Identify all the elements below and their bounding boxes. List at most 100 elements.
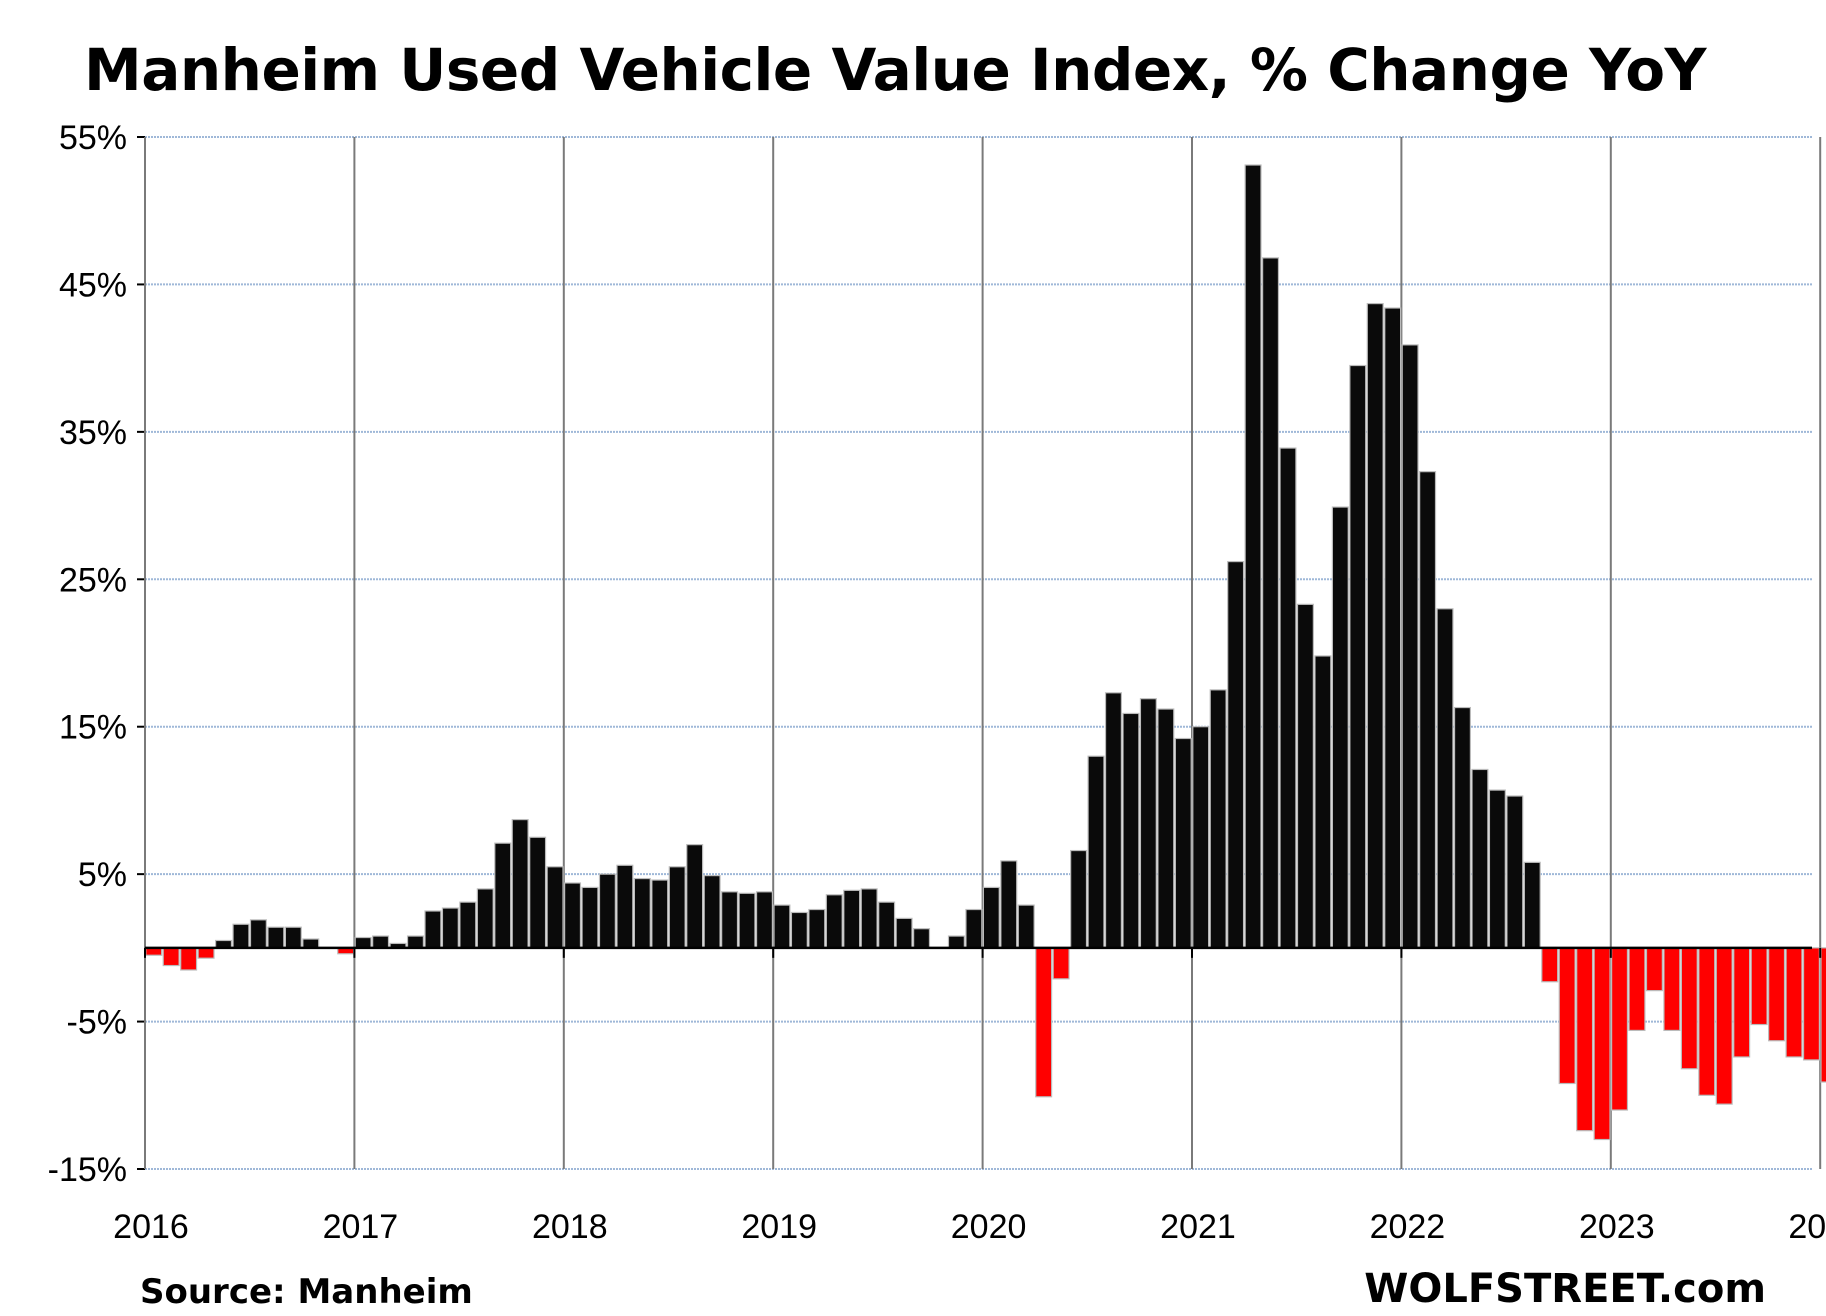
bar (302, 938, 320, 949)
bar (1174, 737, 1192, 949)
x-tick-label: 2021 (1160, 1208, 1236, 1246)
bar (1471, 768, 1489, 949)
bar (1122, 712, 1140, 949)
bar (476, 888, 494, 949)
bar (1261, 257, 1280, 949)
bar (878, 901, 896, 949)
bar (1227, 560, 1245, 949)
bar (162, 947, 180, 967)
bar (1192, 726, 1210, 949)
bar (843, 889, 861, 949)
bar (738, 892, 756, 949)
bar (686, 844, 704, 949)
y-tick-label: 15% (59, 709, 127, 747)
bar (1506, 795, 1524, 949)
bar (1820, 947, 1826, 1083)
bar (1052, 947, 1070, 980)
y-tick-label: 45% (59, 266, 127, 304)
bar (494, 842, 512, 949)
source-note: Source: Manheim (140, 1272, 473, 1312)
bar (563, 882, 582, 949)
bar (1349, 364, 1367, 949)
x-tick-label: 2022 (1370, 1208, 1446, 1246)
x-tick-label: 2019 (741, 1208, 817, 1246)
bar (581, 886, 599, 949)
bar (1070, 849, 1088, 949)
bars-layer (145, 164, 1826, 1141)
bar (860, 888, 878, 949)
bar (197, 947, 215, 959)
bar (982, 886, 1000, 949)
bar (633, 877, 651, 949)
bar (1279, 447, 1297, 949)
bar (180, 947, 198, 971)
x-tick-label: 2016 (113, 1208, 189, 1246)
bar (825, 894, 843, 949)
bar (1000, 860, 1018, 949)
bar (1663, 947, 1681, 1032)
bar (755, 891, 773, 949)
chart-title: Manheim Used Vehicle Value Index, % Chan… (84, 36, 1707, 104)
bar (1768, 947, 1786, 1042)
bar (1401, 344, 1419, 949)
brand-label: WOLFSTREET.com (1364, 1266, 1766, 1312)
tick-labels: 55% 45% 35% 25% 15% 5% -5% -15% 2016 2017 2018 2019… (48, 119, 1826, 1246)
bar (372, 935, 390, 949)
bar (1035, 947, 1053, 1098)
bar (284, 926, 302, 949)
bar (1593, 947, 1611, 1141)
bar (668, 866, 686, 949)
y-tick-label: -15% (48, 1151, 127, 1189)
bar (232, 923, 250, 949)
bar (529, 836, 547, 949)
bar (249, 919, 267, 949)
bar (1139, 698, 1157, 949)
bar (651, 879, 669, 949)
bar (912, 928, 931, 949)
bar (1209, 689, 1227, 949)
x-tick-label: 2017 (323, 1208, 399, 1246)
bar (1523, 861, 1541, 949)
bar (773, 904, 791, 949)
bar (1488, 789, 1506, 949)
bar (1785, 947, 1803, 1058)
bar (1157, 708, 1175, 949)
bar (1366, 302, 1384, 949)
bar (895, 917, 913, 949)
bar (598, 873, 616, 949)
x-tick-label: 2018 (532, 1208, 608, 1246)
bar (965, 908, 983, 949)
bar (808, 908, 826, 949)
bar (1384, 307, 1402, 949)
bar (1453, 706, 1472, 949)
bar (1680, 947, 1698, 1070)
bar (1017, 904, 1035, 949)
bar (616, 864, 634, 949)
bar (354, 936, 372, 949)
axis-layer (144, 137, 1822, 1169)
y-tick-label: 25% (59, 561, 127, 599)
bar (1436, 608, 1454, 949)
y-tick-label: 55% (59, 119, 127, 157)
bar (1244, 164, 1262, 949)
x-tick-label: 2020 (951, 1208, 1027, 1246)
bar (1087, 755, 1105, 949)
bar (1314, 655, 1332, 949)
bar (1645, 947, 1663, 992)
bar (721, 891, 739, 949)
bar (1610, 947, 1629, 1111)
bar (1750, 947, 1768, 1026)
bar (1541, 947, 1559, 983)
bar (790, 911, 808, 949)
bar (1558, 947, 1576, 1085)
y-tick-label: 35% (59, 414, 127, 452)
bar (267, 926, 285, 949)
bar (406, 935, 424, 949)
bar (1104, 692, 1123, 949)
bar (459, 901, 477, 949)
bar (703, 875, 721, 949)
bar (1576, 947, 1594, 1132)
y-tick-label: -5% (67, 1004, 127, 1042)
bar (947, 935, 965, 949)
